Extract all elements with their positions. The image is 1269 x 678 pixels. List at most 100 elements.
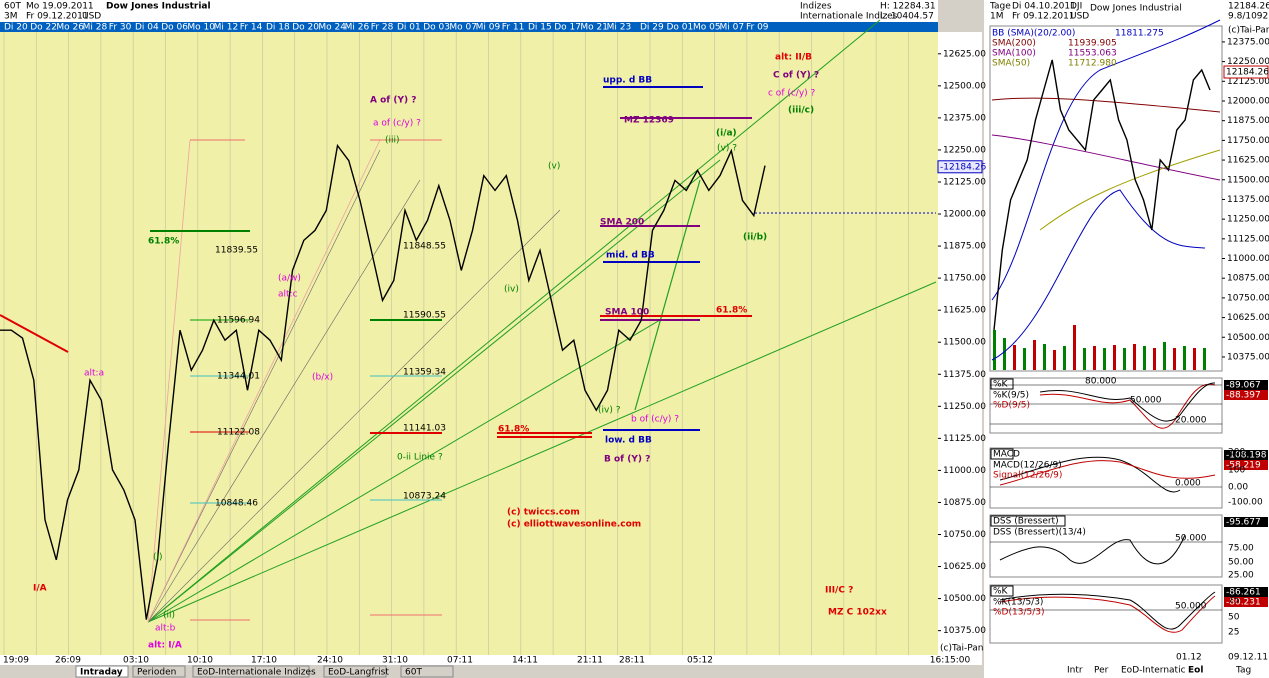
sma100 [991,134,1221,181]
level-label: 11596.94 [217,316,260,326]
indicator-line [999,460,1216,486]
date-label: Fr 14 [240,23,263,33]
footer-label: Intr [1067,666,1083,676]
annotation: III/C ? [825,586,853,596]
volume-bar [1083,348,1086,370]
annotation: SMA 100 [605,308,649,318]
label: DJI [1070,2,1082,12]
fan-line [147,149,381,623]
value-box [1224,517,1268,527]
date-label: Mo 05 [693,23,721,33]
annotation: 61.8% [716,306,747,316]
annotation: C of (Y) ? [773,71,819,81]
level-label: 50.000 [1175,534,1207,544]
y-tick-label: 12000.00 [943,210,986,220]
annotation: c of (c/y) ? [768,89,816,99]
vertical-grid [3,32,909,655]
panel-tick: 75.00 [1228,544,1254,554]
plot-area [0,32,938,655]
volume-bar [1073,325,1076,370]
annotation: 61.8% [148,237,179,247]
panel-title-box [990,448,1014,460]
trend-line [0,314,69,353]
panel-value: -89.067 [1226,381,1261,391]
label: Indizes [800,2,832,12]
fan-line [147,281,937,623]
volume-bar [1063,346,1066,370]
y-tick-label: 12375.00 [1227,37,1269,47]
price-axis [938,32,982,655]
volume-bar [1033,340,1036,370]
value-box [1224,450,1268,460]
level-label: 80.000 [1085,377,1117,387]
indicator-line [999,456,1181,493]
volume-bar [1133,344,1136,370]
price-line [993,59,1211,331]
tab[interactable] [132,665,186,678]
level-label: 50.000 [1130,396,1162,406]
level-label: 10873.24 [403,492,446,502]
date-label: Mo 10 [187,23,215,33]
volume-bar [1123,348,1126,370]
date-label: Do 03 [423,23,450,33]
legend-entry: SMA(200) [992,39,1036,49]
fan-line [147,19,881,623]
legend-entry: SMA(100) [992,49,1036,59]
annotation: A of (Y) ? [370,96,416,106]
annotation: (iii) [385,136,400,146]
volume-bar [1153,348,1156,370]
label: 60T [4,2,21,12]
annotation: SMA 200 [600,218,644,228]
level-label: 20.000 [1175,416,1207,426]
x-tick-label: 24:10 [317,656,343,666]
y-tick-label: 11250.00 [1227,215,1269,225]
drawings [0,19,937,623]
date-label: Do 22 [30,23,57,33]
volume-bar [1143,346,1146,370]
volume-bar [1043,344,1046,370]
annotation: (ii/b) [743,233,767,243]
fan-line [147,319,661,623]
y-tick-label: 11875.00 [943,242,986,252]
volume-bar [1003,338,1006,370]
volume-bar [1093,346,1096,370]
volume [993,325,1206,370]
tab[interactable] [75,665,129,678]
x-tick-label: 05:12 [687,656,713,666]
annotation: (a/w) [278,274,301,284]
tab[interactable] [400,665,454,678]
y-tick-label: 10375.00 [943,626,986,636]
y-tick-label: 10875.00 [943,498,986,508]
panel-line-label: %D(13/5/3) [993,608,1044,618]
wave-line [634,179,701,411]
label: L: 10404.57 [880,12,934,22]
tab[interactable] [323,665,387,678]
panel-value: -88.397 [1226,391,1261,401]
date-label: Di 15 [528,23,552,33]
y-tick-label: 11625.00 [943,306,986,316]
panel-title: %K [993,587,1009,597]
y-tick-label: 11750.00 [943,274,986,284]
level-label: 50.000 [1175,602,1207,612]
annotation: (iii/c) [788,106,814,116]
tab[interactable] [192,665,310,678]
fan-line [147,159,721,623]
x-tick-label: 17:10 [251,656,277,666]
tab-label: Perioden [137,668,176,678]
date-label: Mo 21 [580,23,608,33]
y-tick-label: 11375.00 [1227,195,1269,205]
date-label: Do 17 [554,23,581,33]
x-tick-label: 19:09 [3,656,29,666]
annotation: (ii) [163,611,175,621]
annotation: (i/a) [716,129,737,139]
y-tick-label: 12375.00 [943,113,986,123]
value-box [1224,380,1268,390]
panel-value: -95.677 [1226,518,1261,528]
level-label: 11839.55 [215,246,258,256]
panel-title-box [990,515,1066,527]
last-price-box [937,160,983,174]
last-price-box [1223,65,1269,79]
volume-bar [1023,348,1026,370]
y-tick-label: 11250.00 [943,402,986,412]
x-tick-label: 28:11 [619,656,645,666]
